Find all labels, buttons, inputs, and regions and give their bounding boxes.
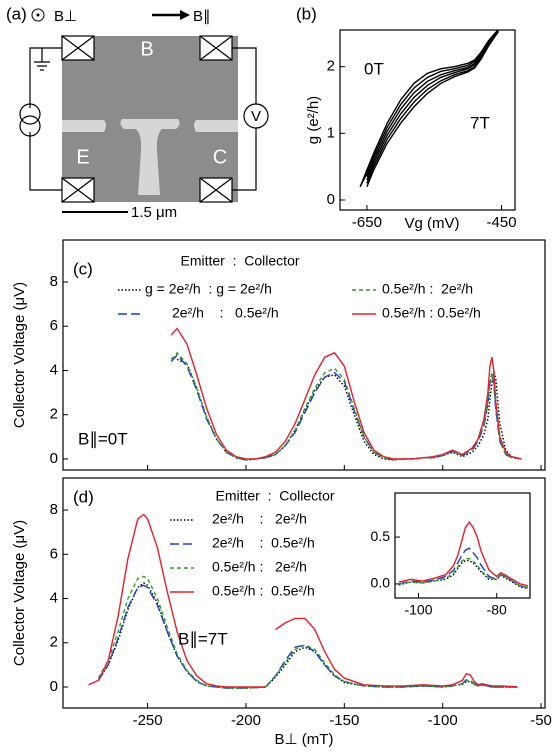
legend-label: 2e²/h : 2e²/h xyxy=(212,511,307,527)
y-axis-label: g (e²/h) xyxy=(305,96,322,144)
gate-left xyxy=(62,120,106,132)
x-tick-label: -100 xyxy=(428,712,458,729)
region-label: C xyxy=(213,146,227,168)
x-tick-label: -450 xyxy=(487,214,517,231)
y-tick-label: 0 xyxy=(50,678,58,695)
field-perp-label: B⊥ xyxy=(54,8,77,25)
y-tick-label: 2 xyxy=(50,406,58,423)
legend-label: 2e²/h : 0.5e²/h xyxy=(172,305,279,321)
scale-bar-label: 1.5 μm xyxy=(131,204,177,221)
x-tick-label: -250 xyxy=(133,712,163,729)
panel-label: (d) xyxy=(73,487,94,506)
gate-right xyxy=(194,120,238,132)
panel-label: (b) xyxy=(296,4,317,23)
y-axis-label: Collector Voltage (μV) xyxy=(11,520,28,666)
legend-label: g = 2e²/h : g = 2e²/h xyxy=(145,281,272,297)
panel-label: (a) xyxy=(6,4,27,23)
x-tick-label: -50 xyxy=(530,712,552,729)
field-par-label: B∥ xyxy=(193,8,211,25)
annotation: B∥=7T xyxy=(178,629,228,648)
legend-label: 2e²/h : 0.5e²/h xyxy=(212,535,315,551)
voltmeter-label: V xyxy=(251,108,261,125)
y-tick-label: 8 xyxy=(50,501,58,518)
y-axis-label: Collector Voltage (μV) xyxy=(11,282,28,428)
x-axis-label: B⊥ (mT) xyxy=(275,731,334,748)
x-tick-label: -150 xyxy=(329,712,359,729)
y-tick-label: 1 xyxy=(327,124,335,141)
field-arrowhead xyxy=(180,10,190,20)
y-tick-label: 6 xyxy=(50,317,58,334)
x-tick-label: -100 xyxy=(404,602,432,618)
y-tick-label: 2 xyxy=(50,634,58,651)
y-tick-label: 0.0 xyxy=(371,575,391,591)
region-label: E xyxy=(76,146,89,168)
field-out-dot xyxy=(37,14,40,17)
x-tick-label: -80 xyxy=(487,602,507,618)
y-tick-label: 0.5 xyxy=(371,528,391,544)
x-axis-label: Vg (mV) xyxy=(404,215,459,232)
y-tick-label: 6 xyxy=(50,545,58,562)
x-tick-label: -650 xyxy=(352,214,382,231)
annotation: 7T xyxy=(470,113,490,132)
legend-label: 0.5e²/h : 2e²/h xyxy=(382,281,473,297)
panel-label: (c) xyxy=(73,259,93,278)
y-tick-label: 0 xyxy=(327,191,335,208)
device-panel: (a) B⊥ B∥ B E C V 1.5 μm xyxy=(6,4,268,220)
figure: (a) B⊥ B∥ B E C V 1.5 μm 012-6 xyxy=(0,0,555,752)
y-tick-label: 0 xyxy=(50,450,58,467)
legend-label: 0.5e²/h : 2e²/h xyxy=(212,559,307,575)
y-tick-label: 4 xyxy=(50,589,58,606)
x-tick-label: -200 xyxy=(231,712,261,729)
y-tick-label: 8 xyxy=(50,273,58,290)
legend-label: 0.5e²/h : 0.5e²/h xyxy=(212,583,315,599)
y-tick-label: 4 xyxy=(50,361,58,378)
legend-title: Emitter : Collector xyxy=(215,488,334,504)
legend-title: Emitter : Collector xyxy=(180,253,299,269)
legend-label: 0.5e²/h : 0.5e²/h xyxy=(382,305,481,321)
annotation: B∥=0T xyxy=(78,429,128,448)
plot-frame xyxy=(63,240,545,470)
annotation: 0T xyxy=(364,59,384,78)
y-tick-label: 2 xyxy=(327,58,335,75)
region-label: B xyxy=(140,38,153,60)
